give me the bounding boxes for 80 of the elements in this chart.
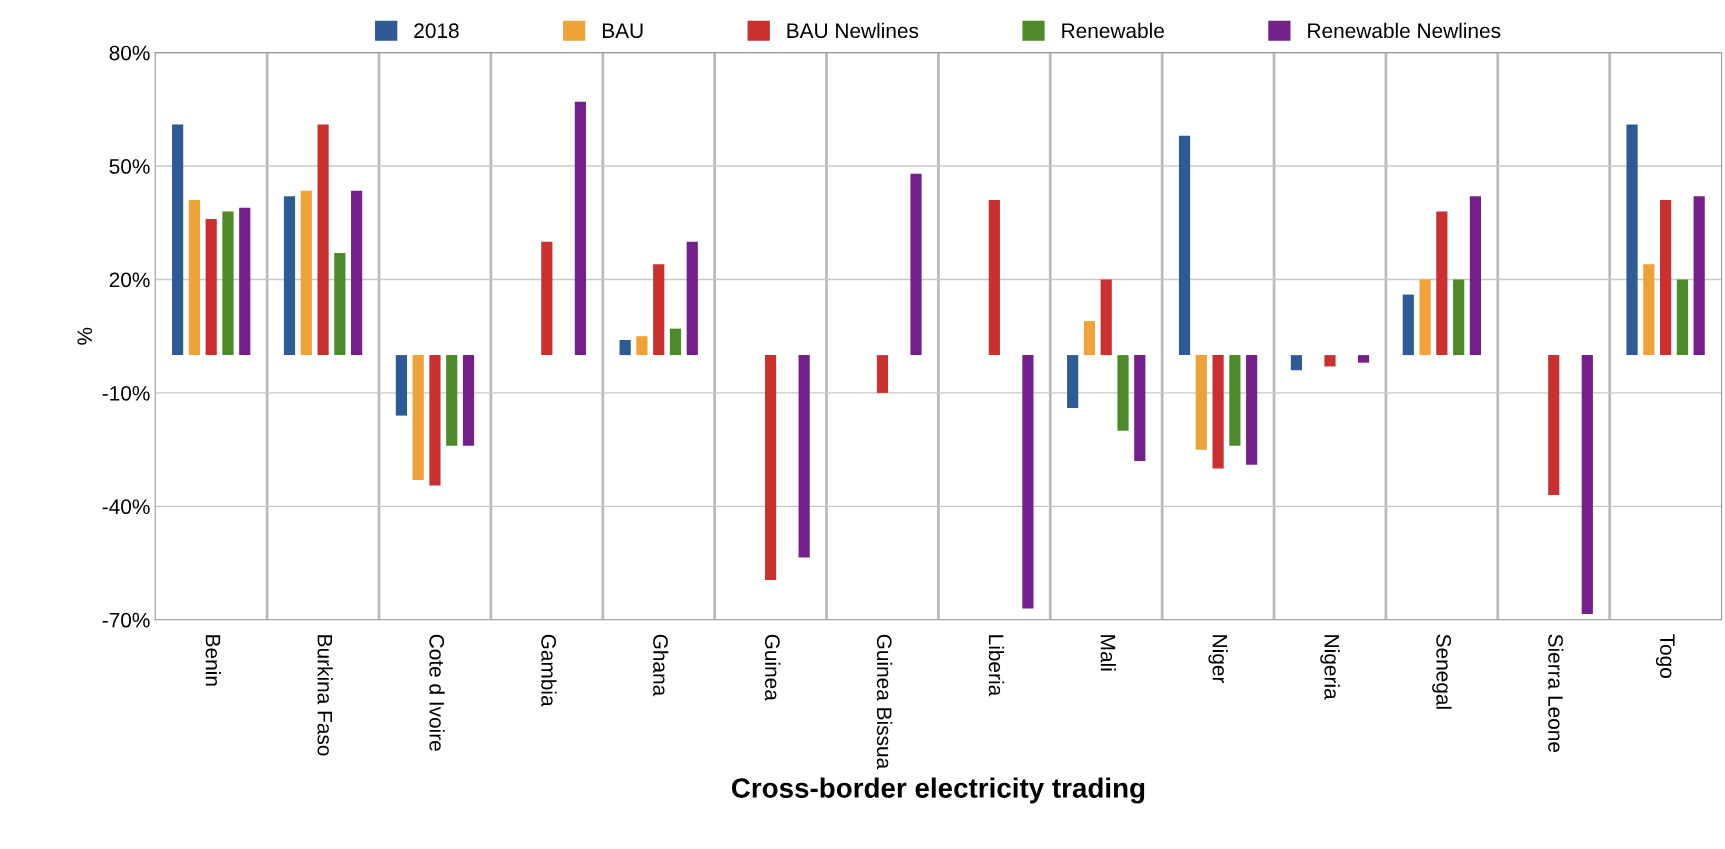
bar [429,355,441,486]
legend-label: 2018 [414,23,459,39]
y-tick-label: 20% [109,272,150,288]
bar [1324,355,1336,367]
bar [1643,264,1655,356]
bar [910,173,922,356]
y-axis-title: % [77,327,92,345]
bar [188,200,200,356]
y-tick-label: -70% [102,612,150,628]
bar [1453,279,1465,356]
bar [412,355,424,480]
bar [1022,355,1034,609]
bar [1626,124,1638,356]
bar [205,219,217,356]
bar [1134,355,1146,461]
bar [798,355,810,558]
bar [172,124,184,356]
x-tick-label: Senegal [1432,634,1452,709]
x-tick-label: Gambia [541,634,557,707]
bar [1083,321,1096,356]
bar [1469,196,1482,356]
bar [988,200,1000,356]
bar [1212,355,1224,469]
y-tick-label: 80% [109,45,150,61]
x-tick-label: Togo [1655,634,1675,678]
bar [446,355,458,446]
legend-label: Renewable Newlines [1308,22,1501,39]
bar [1117,355,1129,431]
bar [317,124,329,356]
bar [1419,279,1431,356]
bar [574,101,586,356]
x-tick-label: Sierra Leone [1548,634,1564,753]
bar [1229,355,1241,446]
bar [636,336,648,356]
bar [1357,355,1370,363]
x-tick-label: Benin [205,635,221,686]
bar [686,241,698,356]
bar [1246,355,1258,465]
bar [1195,355,1207,450]
legend-label: BAU [602,23,643,39]
bar [395,355,407,416]
bar [876,355,889,393]
y-tick-label: -40% [102,499,150,515]
bar [1402,294,1414,356]
x-tick-label: Ghana [653,634,669,697]
x-tick-label: Guinea Bissua [876,634,893,770]
bar [541,241,553,356]
y-tick-label: 50% [109,159,150,174]
legend-label: BAU Newlines [787,22,919,39]
bar [462,355,475,446]
x-tick-label: Guinea [764,634,781,701]
bar [239,207,251,356]
bar [222,211,234,356]
legend-label: Renewable [1062,22,1164,39]
x-tick-label: Nigeria [1320,635,1340,700]
bar [1100,279,1112,356]
bar [1178,135,1191,356]
x-tick-label: Mali [1100,635,1116,671]
x-tick-label: Cote d Ivoire [429,634,445,751]
bar [1693,196,1705,356]
bar [1067,355,1079,409]
bar [1660,200,1672,356]
bar [1581,355,1593,615]
bar [283,196,296,356]
bar [1290,355,1303,371]
bar [619,339,631,356]
x-tick-label: Burkina Faso [317,635,333,756]
bar [669,328,682,356]
bar [300,190,312,356]
bar [653,264,665,356]
bar [764,355,777,581]
x-axis-title: Cross-border electricity trading [731,777,1145,804]
bar [334,253,346,356]
y-tick-label: -10% [102,385,150,401]
bar [1436,211,1448,356]
x-tick-label: Liberia [988,635,1005,697]
bar [351,190,363,356]
x-tick-label: Niger [1208,635,1228,684]
bar [1548,355,1560,495]
bar [1676,279,1688,356]
